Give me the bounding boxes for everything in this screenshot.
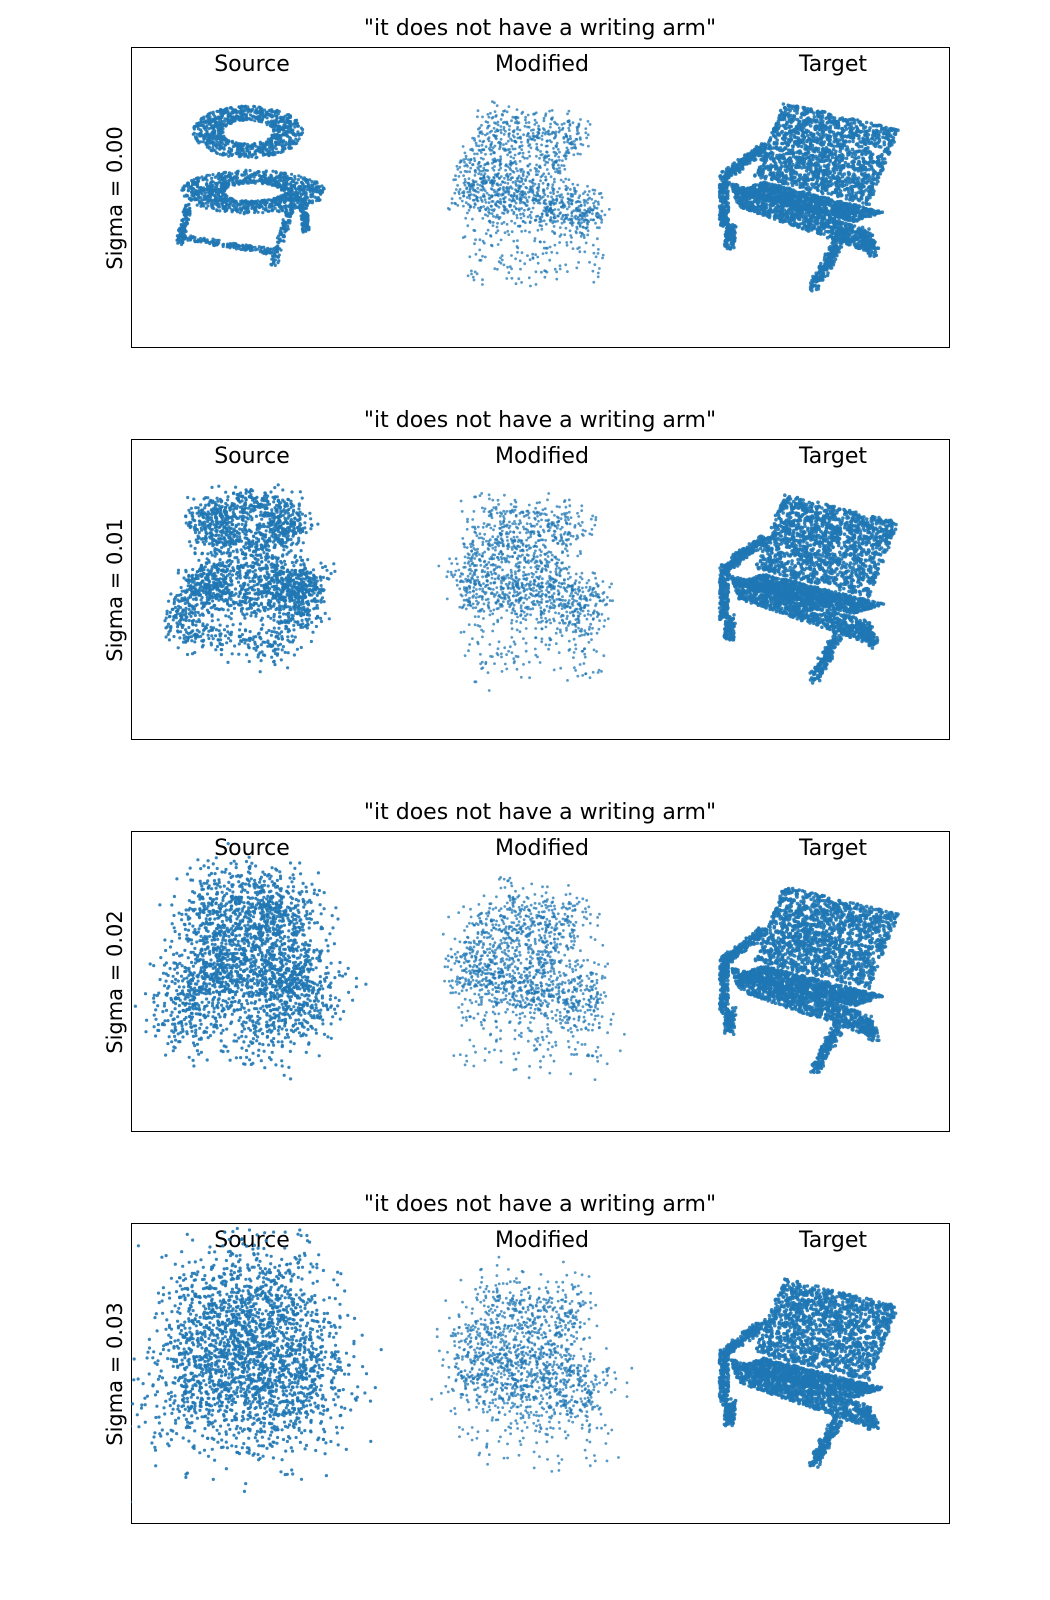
panel-sigma-002: "it does not have a writing arm" Source …: [0, 784, 1050, 1176]
point-cloud-plot: [163, 483, 898, 692]
row-label-sigma: Sigma = 0.01: [103, 518, 127, 662]
panel-title: "it does not have a writing arm": [130, 1192, 950, 1217]
modified-point-cloud: [437, 492, 614, 692]
panel-sigma-000: "it does not have a writing arm" Source …: [0, 0, 1050, 392]
modified-point-cloud: [430, 1255, 634, 1473]
point-cloud-plot: [133, 842, 900, 1081]
column-label-source: Source: [152, 52, 352, 77]
column-label-target: Target: [733, 52, 933, 77]
target-point-cloud: [717, 886, 900, 1075]
point-cloud-plot: [175, 100, 900, 293]
column-label-modified: Modified: [442, 1228, 642, 1253]
column-label-modified: Modified: [442, 444, 642, 469]
source-point-cloud: [133, 842, 368, 1081]
column-label-source: Source: [152, 444, 352, 469]
source-point-cloud: [163, 483, 337, 674]
panel-sigma-001: "it does not have a writing arm" Source …: [0, 392, 1050, 784]
row-label-sigma: Sigma = 0.03: [103, 1302, 127, 1446]
target-point-cloud: [717, 102, 900, 293]
point-cloud-plot: [131, 1226, 898, 1504]
column-label-modified: Modified: [442, 52, 642, 77]
panel-title: "it does not have a writing arm": [130, 408, 950, 433]
modified-point-cloud: [446, 100, 611, 288]
column-label-target: Target: [733, 444, 933, 469]
source-point-cloud: [131, 1226, 383, 1504]
column-label-target: Target: [733, 836, 933, 861]
row-label-sigma: Sigma = 0.02: [103, 910, 127, 1054]
target-point-cloud: [717, 493, 898, 685]
target-point-cloud: [717, 1277, 898, 1469]
panel-sigma-003: "it does not have a writing arm" Source …: [0, 1176, 1050, 1568]
source-point-cloud: [175, 104, 326, 267]
column-label-modified: Modified: [442, 836, 642, 861]
panel-title: "it does not have a writing arm": [130, 16, 950, 41]
row-label-sigma: Sigma = 0.00: [103, 126, 127, 270]
column-label-source: Source: [152, 836, 352, 861]
panel-title: "it does not have a writing arm": [130, 800, 950, 825]
column-label-target: Target: [733, 1228, 933, 1253]
modified-point-cloud: [441, 876, 626, 1081]
